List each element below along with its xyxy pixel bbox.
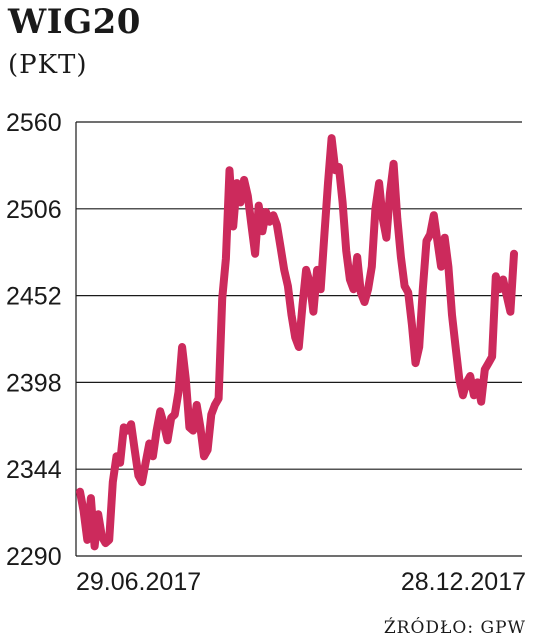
chart-unit: (PKT) [8, 50, 88, 80]
y-axis-ticks: 2560 2506 2452 2398 2344 2290 [6, 109, 62, 571]
y-tick-label: 2398 [6, 369, 62, 397]
y-tick-label: 2452 [6, 283, 62, 311]
y-tick-label: 2344 [6, 456, 62, 484]
y-tick-label: 2290 [6, 543, 62, 571]
x-tick-label: 29.06.2017 [76, 568, 201, 596]
source-label: ŹRÓDŁO: GPW [383, 618, 526, 638]
y-tick-label: 2560 [6, 109, 62, 137]
series-line [76, 134, 518, 551]
x-axis-ticks: 29.06.2017 28.12.2017 [76, 568, 526, 596]
y-tick-label: 2506 [6, 196, 62, 224]
x-tick-label: 28.12.2017 [401, 568, 526, 596]
chart-title: WIG20 [8, 2, 141, 42]
